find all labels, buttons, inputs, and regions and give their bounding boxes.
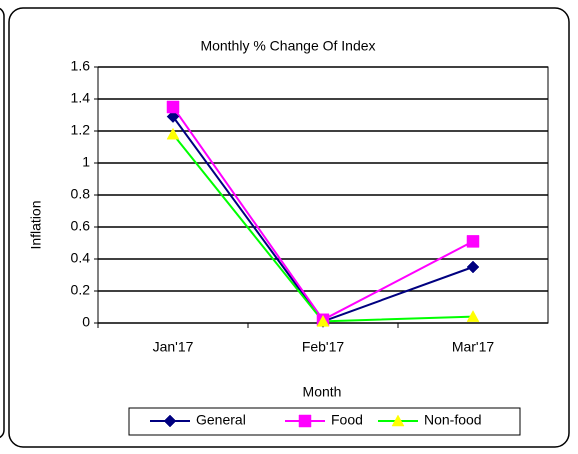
y-tick-label: 0.2 [71,282,91,298]
legend-marker [163,414,177,428]
legend-label: Food [331,412,363,428]
legend-marker [298,414,312,428]
y-tick-label: 0.4 [71,250,91,266]
y-tick-label: 1.6 [71,58,91,74]
legend-label: Non-food [424,412,482,428]
legend-label: General [196,412,246,428]
legend-marker [391,414,405,427]
y-tick-label: 1 [82,154,90,170]
point-marker [166,127,180,140]
point-marker [166,110,180,123]
point-marker [316,314,330,327]
y-tick-label: 0 [82,314,90,330]
chart-title: Monthly % Change Of Index [200,38,375,54]
x-tick-label: Jan'17 [153,339,194,355]
point-marker [466,260,480,274]
x-axis-label: Month [303,384,342,400]
point-marker [166,100,180,114]
y-tick-label: 0.6 [71,218,91,234]
y-tick-label: 1.4 [71,90,91,106]
neighbor-frame [0,7,5,439]
point-marker [466,310,480,322]
x-tick-label: Mar'17 [452,339,495,355]
x-tick-label: Feb'17 [302,339,345,355]
point-marker [466,235,480,248]
y-tick-label: 0.8 [71,186,91,202]
y-axis-label: Inflation [28,200,44,249]
y-tick-label: 1.2 [71,122,91,138]
